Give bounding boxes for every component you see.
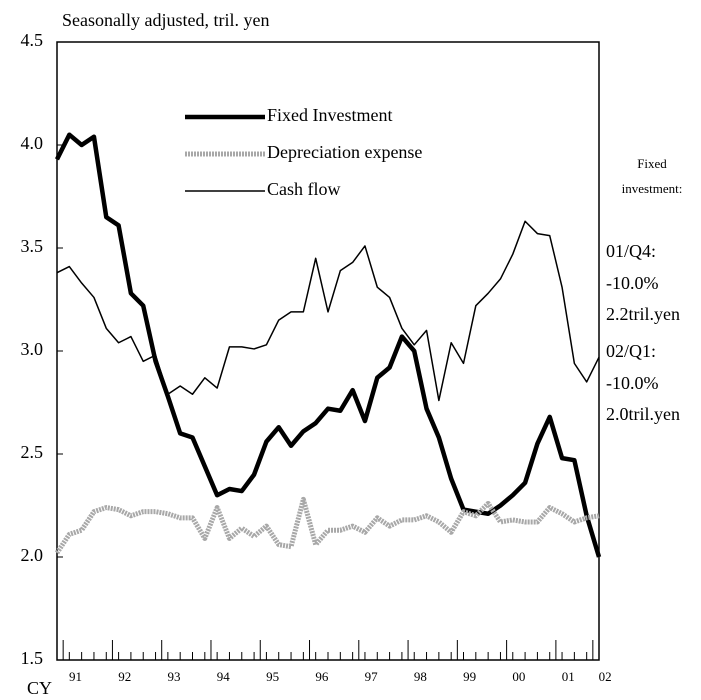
series-line [54, 132, 602, 558]
annotation: 02/Q1: [606, 341, 656, 361]
legend-label: Cash flow [267, 179, 341, 199]
x-tick-label: 95 [266, 669, 279, 684]
annotation: 2.0tril.yen [606, 404, 680, 424]
y-tick-label: 2.0 [21, 545, 44, 565]
x-tick-label: 99 [463, 669, 476, 684]
x-tick-label: 98 [414, 669, 427, 684]
series-line [56, 220, 600, 402]
annotation: Fixed [637, 156, 667, 171]
x-tick-label: 01 [562, 669, 575, 684]
y-tick-label: 4.5 [21, 30, 44, 50]
x-tick-label: 94 [217, 669, 231, 684]
y-tick-label: 2.5 [21, 442, 44, 462]
x-axis-label: CY [27, 678, 52, 698]
x-tick-label: 93 [168, 669, 181, 684]
y-tick-label: 3.5 [21, 236, 44, 256]
annotation: -10.0% [606, 373, 659, 393]
x-tick-label: 02 [599, 669, 612, 684]
series-line [54, 496, 600, 555]
annotation: 2.2tril.yen [606, 304, 680, 324]
legend-label: Depreciation expense [267, 142, 422, 162]
x-tick-label: 00 [512, 669, 525, 684]
y-tick-label: 1.5 [21, 648, 44, 668]
annotation: investment: [622, 181, 683, 196]
y-tick-label: 4.0 [21, 133, 44, 153]
annotation: -10.0% [606, 273, 659, 293]
legend-label: Fixed Investment [267, 105, 392, 125]
annotation: 01/Q4: [606, 241, 656, 261]
y-tick-label: 3.0 [21, 339, 44, 359]
chart-subtitle: Seasonally adjusted, tril. yen [62, 10, 269, 30]
x-tick-label: 96 [315, 669, 329, 684]
x-tick-label: 97 [365, 669, 379, 684]
x-tick-label: 91 [69, 669, 82, 684]
x-tick-label: 92 [118, 669, 131, 684]
